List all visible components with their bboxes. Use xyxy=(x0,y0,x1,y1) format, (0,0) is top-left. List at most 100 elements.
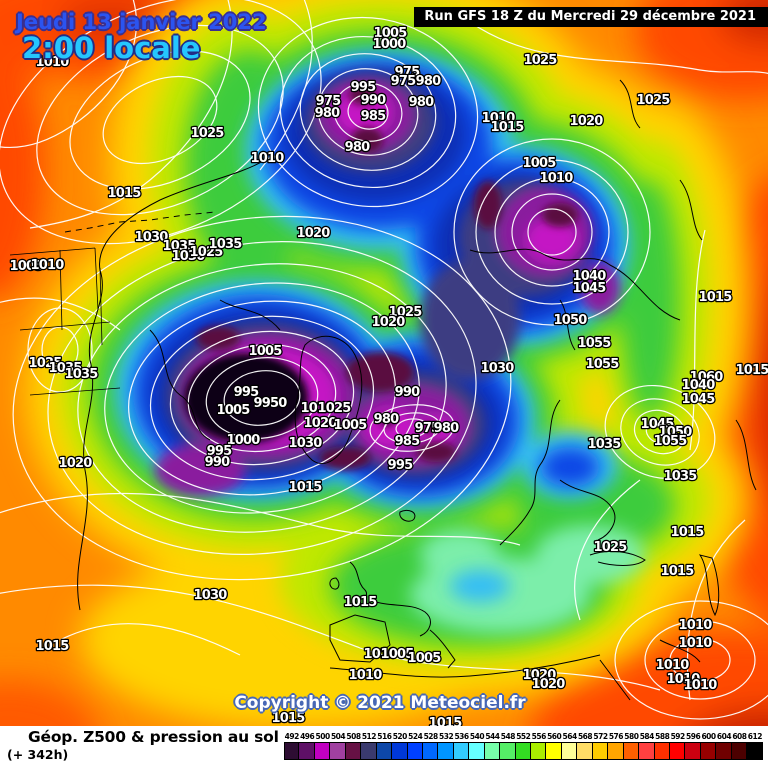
pressure-label: 1045 xyxy=(682,392,716,407)
pressure-label: 980 xyxy=(416,74,441,89)
legend-cell: 564 xyxy=(561,732,578,760)
pressure-label: 1020 xyxy=(304,416,338,431)
legend-cell: 524 xyxy=(407,732,423,760)
pressure-label: 1005 xyxy=(408,651,442,666)
legend-swatch xyxy=(515,742,531,760)
legend-swatch xyxy=(700,742,717,760)
legend-swatch xyxy=(546,742,562,760)
pressure-label: 1015 xyxy=(289,480,323,495)
pressure-label: 975 xyxy=(395,65,420,80)
legend-value: 500 xyxy=(315,732,331,741)
pressure-label: 1005 xyxy=(374,26,408,41)
pressure-label: 1055 xyxy=(586,357,620,372)
pressure-label: 1010 xyxy=(656,658,690,673)
legend-value: 588 xyxy=(655,732,670,741)
pressure-label: 1025 xyxy=(29,356,63,371)
legend-value: 536 xyxy=(454,732,469,741)
legend-value: 572 xyxy=(593,732,608,741)
legend-value: 512 xyxy=(361,732,377,741)
legend-cell: 596 xyxy=(685,732,701,760)
legend-value: 492 xyxy=(284,732,300,741)
pressure-label: 1010 xyxy=(540,171,574,186)
legend-cell: 496 xyxy=(299,732,315,760)
pressure-label: 1050 xyxy=(554,313,588,328)
legend-swatch xyxy=(592,742,609,760)
pressure-label: 1030 xyxy=(172,249,206,264)
legend-value: 584 xyxy=(639,732,655,741)
pressure-label: 1005 xyxy=(334,418,368,433)
pressure-label: 1035 xyxy=(163,239,197,254)
legend-swatch xyxy=(330,742,346,760)
pressure-label: 1015 xyxy=(36,639,70,654)
legend-value: 544 xyxy=(485,732,500,741)
pressure-label: 990 xyxy=(395,385,420,400)
legend-cell: 568 xyxy=(577,732,593,760)
legend-cell: 588 xyxy=(654,732,670,760)
legend-swatch xyxy=(654,742,670,760)
legend-swatch xyxy=(392,742,408,760)
legend-swatch xyxy=(639,742,655,760)
legend-cell: 540 xyxy=(469,732,485,760)
pressure-label: 990 xyxy=(361,93,386,108)
legend-swatch xyxy=(531,742,547,760)
geopotential-map-canvas: 1010102510101015103010351030102510351005… xyxy=(0,0,768,726)
legend-swatch xyxy=(500,742,516,760)
pressure-label: 1015 xyxy=(671,525,705,540)
pressure-label: 1050 xyxy=(659,425,693,440)
pressure-label: 985 xyxy=(395,434,420,449)
pressure-label: 1020 xyxy=(59,456,93,471)
pressure-label: 1010 xyxy=(679,636,713,651)
legend-value: 548 xyxy=(500,732,516,741)
pressure-label: 1035 xyxy=(209,237,243,252)
legend-cell: 512 xyxy=(361,732,377,760)
pressure-label: 1025 xyxy=(637,93,671,108)
pressure-label: 1010 xyxy=(349,668,383,683)
legend-cell: 532 xyxy=(438,732,454,760)
isobar-contours xyxy=(0,0,768,720)
legend-value: 600 xyxy=(701,732,716,741)
legend-value: 604 xyxy=(716,732,732,741)
pressure-label: 1055 xyxy=(654,434,688,449)
legend: 492 496 500 504 508 512 516 520 524 528 532 536 540 5… xyxy=(284,732,764,760)
pressure-label: 1015 xyxy=(344,595,378,610)
legend-value: 508 xyxy=(346,732,361,741)
pressure-label: 1010 xyxy=(684,678,718,693)
legend-value: 576 xyxy=(608,732,624,741)
pressure-label: 1030 xyxy=(289,436,323,451)
legend-value: 504 xyxy=(330,732,346,741)
legend-cell: 608 xyxy=(731,732,748,760)
pressure-label: 1015 xyxy=(736,363,768,378)
legend-cell: 508 xyxy=(345,732,362,760)
legend-value: 516 xyxy=(377,732,392,741)
legend-cell: 516 xyxy=(376,732,393,760)
legend-swatch xyxy=(422,742,439,760)
pressure-label: 980 xyxy=(409,95,434,110)
pressure-label: 1060 xyxy=(690,370,724,385)
pressure-label: 995 xyxy=(207,444,232,459)
legend-swatch xyxy=(284,742,300,760)
copyright-watermark: Copyright © 2021 Meteociel.fr xyxy=(234,693,526,713)
coastlines xyxy=(9,79,757,701)
pressure-label: 1020 xyxy=(532,677,566,692)
legend-value: 532 xyxy=(439,732,454,741)
pressure-label: 1030 xyxy=(481,361,515,376)
pressure-label: 1005 xyxy=(523,156,557,171)
pressure-label: 1010 xyxy=(251,151,285,166)
pressure-label: 9950 xyxy=(254,396,288,411)
pressure-label: 1015 xyxy=(491,120,525,135)
pressure-label: 980 xyxy=(374,412,399,427)
legend-cell: 500 xyxy=(314,732,331,760)
legend-swatch xyxy=(731,742,748,760)
pressure-label: 1045 xyxy=(641,417,675,432)
pressure-label: 980 xyxy=(434,421,459,436)
map-title-block: Géop. Z500 & pression au sol (+ 342h) xyxy=(7,728,279,762)
legend-cell: 556 xyxy=(531,732,547,760)
legend-cell: 560 xyxy=(546,732,562,760)
pressure-label: 1005 xyxy=(10,259,44,274)
legend-value: 552 xyxy=(516,732,531,741)
legend-cell: 600 xyxy=(700,732,717,760)
legend-value: 524 xyxy=(408,732,423,741)
legend-swatch xyxy=(438,742,454,760)
legend-swatch xyxy=(484,742,501,760)
pressure-label: 1045 xyxy=(573,281,607,296)
